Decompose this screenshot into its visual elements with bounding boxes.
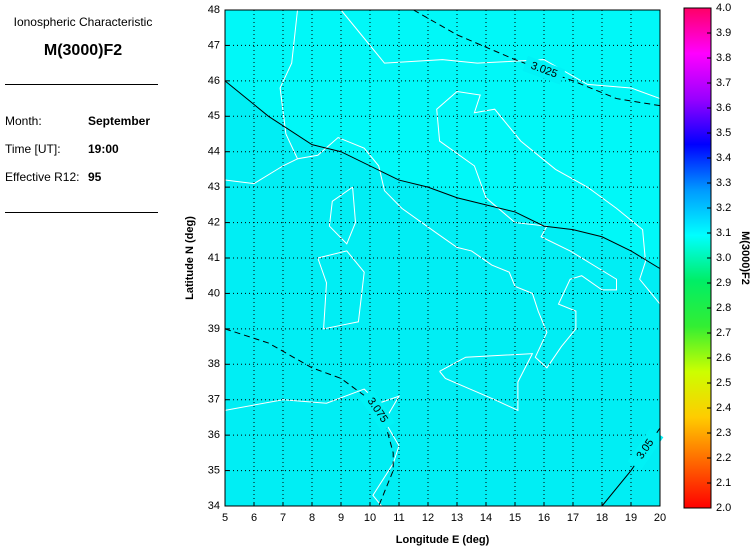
plot-frame <box>224 9 661 507</box>
r12-label: Effective R12: <box>5 170 80 184</box>
y-tick-label: 44 <box>208 146 220 158</box>
y-tick-label: 43 <box>208 181 220 193</box>
coastline <box>340 9 661 100</box>
y-tick-label: 46 <box>208 75 220 87</box>
time: 19:00 <box>88 142 119 156</box>
x-tick-label: 13 <box>451 512 463 524</box>
colorbar-tick-label: 3.1 <box>716 227 731 239</box>
colorbar-tick-label: 2.9 <box>716 277 731 289</box>
colorbar-tick-label: 3.5 <box>716 127 731 139</box>
x-tick-label: 16 <box>538 512 550 524</box>
colorbar-tick-label: 2.8 <box>716 302 731 314</box>
x-tick-label: 7 <box>280 512 286 524</box>
contour-line <box>224 80 661 270</box>
x-axis-label: Longitude E (deg) <box>396 534 490 546</box>
contour-label-bg <box>359 389 396 432</box>
y-tick-label: 48 <box>208 4 220 16</box>
month-label: Month: <box>5 114 42 128</box>
colorbar-tick-label: 2.7 <box>716 327 731 339</box>
x-tick-label: 12 <box>422 512 434 524</box>
contour-label-bg <box>522 55 566 85</box>
y-tick-label: 35 <box>208 464 220 476</box>
colorbar-label: M(3000)F2 <box>739 231 751 285</box>
colorbar-tick-label: 2.1 <box>716 477 731 489</box>
coastline <box>279 9 661 369</box>
x-tick-label: 11 <box>393 512 404 524</box>
colorbar <box>683 7 712 509</box>
colorbar-tick-label: 2.4 <box>716 402 731 414</box>
y-tick-label: 47 <box>208 39 220 51</box>
colorbar-tick-label: 3.8 <box>716 52 731 64</box>
coastline <box>439 353 534 412</box>
month: September <box>88 114 151 128</box>
rule <box>5 212 158 213</box>
x-tick-label: 17 <box>567 512 579 524</box>
colorbar-tick-label: 3.6 <box>716 102 731 114</box>
coastline <box>328 186 357 245</box>
colorbar-tick-label: 4.0 <box>716 2 731 14</box>
colorbar-tick-label: 2.0 <box>716 502 731 514</box>
colorbar-tick-label: 2.5 <box>716 377 731 389</box>
coastline <box>317 250 365 330</box>
panel-title: Ionospheric Characteristic <box>13 15 153 29</box>
y-axis-label: Latitude N (deg) <box>184 216 196 300</box>
rule <box>5 84 158 85</box>
y-tick-label: 39 <box>208 323 220 335</box>
y-tick-label: 38 <box>208 358 220 370</box>
x-tick-label: 19 <box>625 512 637 524</box>
r12: 95 <box>88 170 102 184</box>
colorbar-tick-label: 3.7 <box>716 77 731 89</box>
colorbar-tick-label: 2.2 <box>716 452 731 464</box>
colorbar-tick-label: 2.3 <box>716 427 731 439</box>
coastline <box>224 158 298 185</box>
contour-label-bg <box>627 428 664 471</box>
y-tick-label: 42 <box>208 216 220 228</box>
colorbar-tick-label: 3.9 <box>716 27 731 39</box>
x-tick-label: 18 <box>596 512 608 524</box>
colorbar-tick-label: 3.3 <box>716 177 731 189</box>
time-label: Time [UT]: <box>5 142 61 156</box>
colorbar-tick-label: 3.4 <box>716 152 731 164</box>
y-tick-label: 34 <box>208 500 220 512</box>
y-tick-label: 36 <box>208 429 220 441</box>
y-tick-label: 41 <box>208 252 220 264</box>
y-tick-label: 37 <box>208 394 220 406</box>
y-tick-label: 40 <box>208 287 220 299</box>
x-tick-label: 15 <box>509 512 521 524</box>
colorbar-tick-label: 3.0 <box>716 252 731 264</box>
x-tick-label: 8 <box>309 512 315 524</box>
colorbar-tick-label: 2.6 <box>716 352 731 364</box>
colorbar-tick-label: 3.2 <box>716 202 731 214</box>
x-tick-label: 20 <box>654 512 666 524</box>
info-panel: Ionospheric Characteristic M(3000)F2 Mon… <box>0 0 165 551</box>
y-tick-label: 45 <box>208 110 220 122</box>
x-tick-label: 5 <box>222 512 228 524</box>
x-tick-label: 6 <box>251 512 257 524</box>
x-tick-label: 14 <box>480 512 492 524</box>
x-tick-label: 10 <box>364 512 376 524</box>
characteristic: M(3000)F2 <box>43 42 123 59</box>
x-tick-label: 9 <box>338 512 344 524</box>
